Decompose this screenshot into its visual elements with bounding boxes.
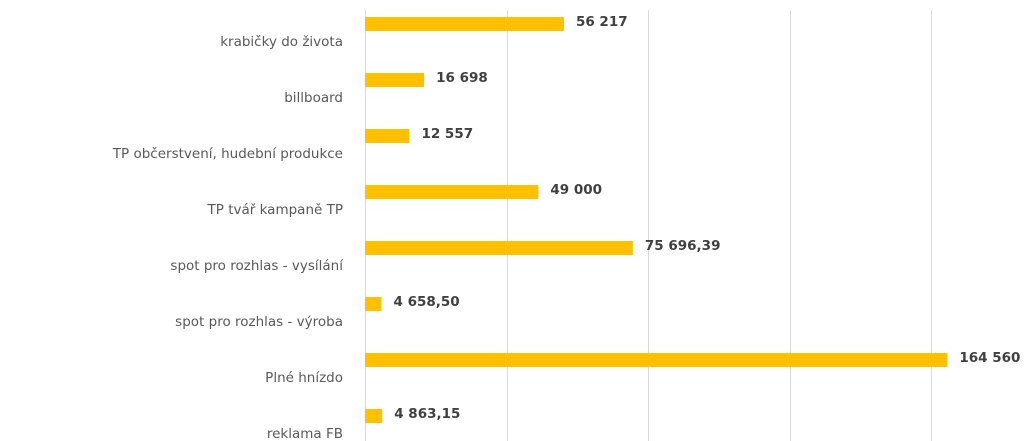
bar — [365, 241, 633, 255]
data-label: 49 000 — [550, 182, 602, 198]
y-tick-label: billboard — [284, 90, 343, 106]
bar — [365, 409, 383, 423]
bar — [365, 17, 564, 31]
y-tick-label: TP tvář kampaně TP — [207, 202, 343, 218]
bar — [365, 297, 382, 311]
data-label: 12 557 — [421, 126, 473, 142]
data-label: 16 698 — [436, 70, 488, 86]
y-tick-label: spot pro rozhlas - výroba — [175, 314, 343, 330]
data-label: 56 217 — [576, 14, 628, 30]
data-label: 164 560 — [959, 350, 1020, 366]
y-tick-label: spot pro rozhlas - vysílání — [170, 258, 344, 274]
y-tick-label: krabičky do života — [220, 34, 343, 50]
data-label: 4 863,15 — [394, 406, 460, 422]
bar — [365, 353, 948, 367]
bar — [365, 73, 425, 87]
y-tick-label: reklama FB — [267, 426, 343, 441]
y-tick-label: Plné hnízdo — [265, 370, 343, 386]
bar — [365, 129, 410, 143]
data-label: 4 658,50 — [393, 294, 459, 310]
y-tick-label: TP občerstvení, hudební produkce — [112, 146, 343, 162]
data-label: 75 696,39 — [645, 238, 721, 254]
bar — [365, 185, 539, 199]
